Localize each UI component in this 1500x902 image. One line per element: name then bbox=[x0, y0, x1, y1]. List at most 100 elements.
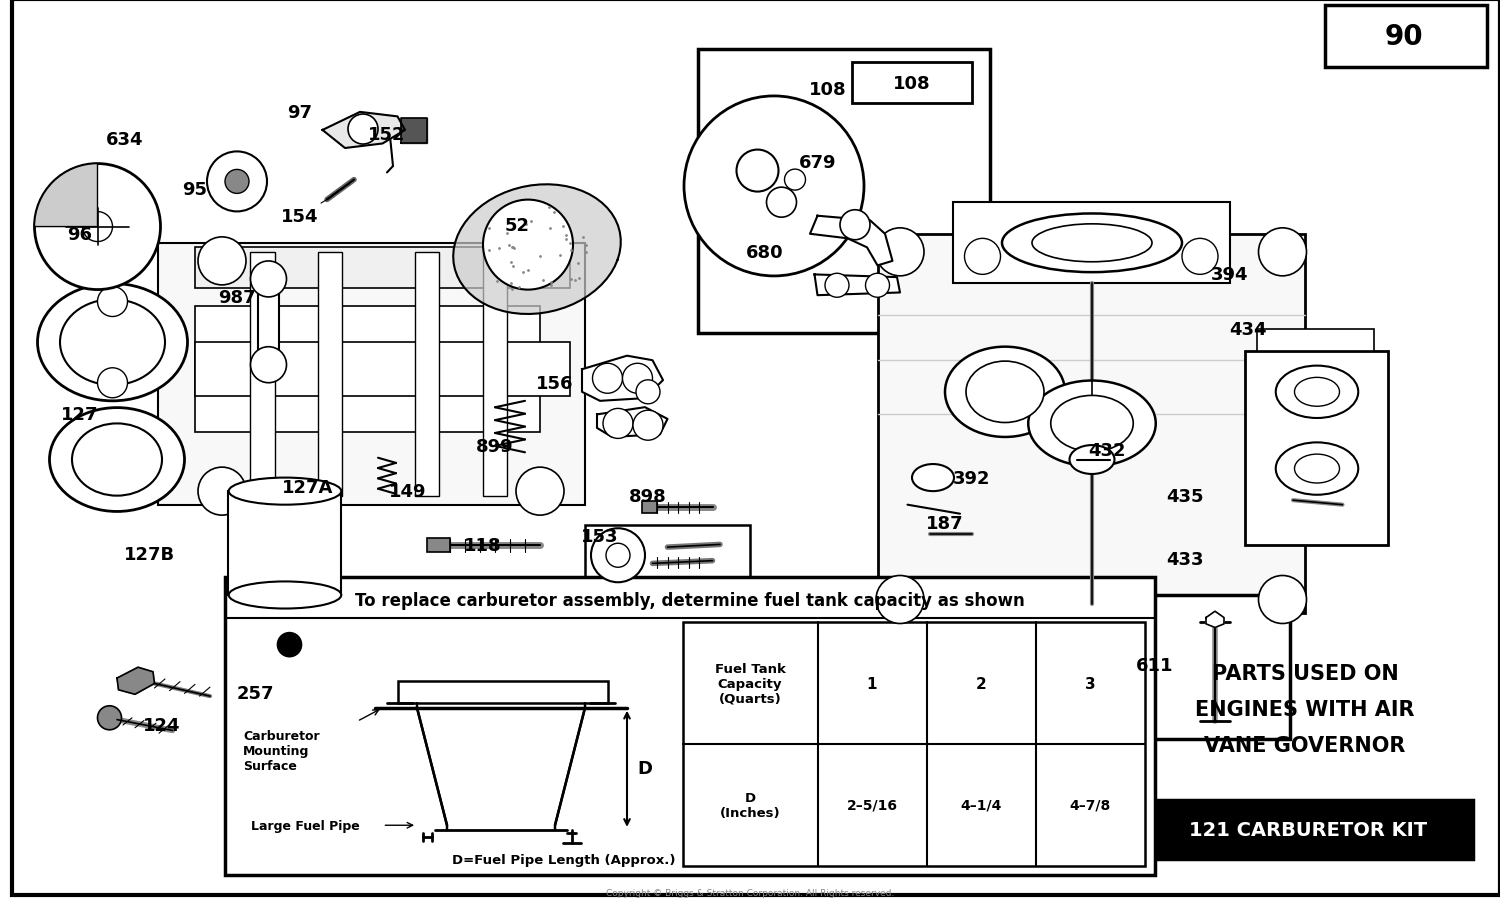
Bar bbox=[318, 253, 342, 496]
Text: 394: 394 bbox=[1212, 266, 1248, 284]
Text: D: D bbox=[638, 759, 652, 778]
Bar bbox=[251, 253, 274, 496]
Circle shape bbox=[251, 347, 286, 383]
Circle shape bbox=[516, 467, 564, 516]
Text: 987: 987 bbox=[217, 289, 256, 307]
Text: 679: 679 bbox=[800, 153, 837, 171]
Ellipse shape bbox=[72, 424, 162, 496]
Text: Carburetor
Mounting
Surface: Carburetor Mounting Surface bbox=[243, 729, 320, 772]
Text: 108: 108 bbox=[808, 81, 847, 99]
Bar bbox=[398, 681, 608, 704]
Ellipse shape bbox=[38, 284, 188, 401]
Polygon shape bbox=[400, 119, 427, 144]
Bar bbox=[427, 538, 450, 552]
Circle shape bbox=[251, 262, 286, 298]
Text: 152: 152 bbox=[369, 126, 405, 144]
Text: 52: 52 bbox=[506, 216, 530, 235]
Bar bbox=[642, 502, 657, 513]
Bar bbox=[878, 235, 1305, 613]
Circle shape bbox=[1182, 239, 1218, 275]
Ellipse shape bbox=[228, 582, 340, 609]
Circle shape bbox=[348, 115, 378, 145]
Text: 96: 96 bbox=[68, 226, 92, 244]
Bar bbox=[1140, 595, 1290, 740]
Circle shape bbox=[865, 274, 889, 298]
Text: 3: 3 bbox=[1084, 676, 1095, 691]
Wedge shape bbox=[34, 164, 98, 227]
Polygon shape bbox=[117, 667, 154, 695]
Bar bbox=[852, 63, 972, 104]
Ellipse shape bbox=[1275, 443, 1359, 495]
Text: Fuel Tank
Capacity
(Quarts): Fuel Tank Capacity (Quarts) bbox=[714, 662, 786, 704]
Bar bbox=[228, 492, 340, 595]
Polygon shape bbox=[810, 216, 892, 266]
Ellipse shape bbox=[1294, 378, 1340, 407]
Circle shape bbox=[225, 170, 249, 194]
Circle shape bbox=[98, 706, 122, 730]
Text: 118: 118 bbox=[464, 537, 503, 555]
Text: 899: 899 bbox=[476, 437, 514, 456]
Bar bbox=[158, 244, 585, 505]
Text: 392: 392 bbox=[954, 469, 990, 487]
Text: 149: 149 bbox=[390, 483, 427, 501]
Bar bbox=[195, 343, 570, 397]
Text: 90: 90 bbox=[1384, 23, 1423, 51]
Ellipse shape bbox=[1029, 381, 1155, 467]
Text: 127: 127 bbox=[60, 406, 99, 424]
Text: D
(Inches): D (Inches) bbox=[720, 791, 780, 819]
Circle shape bbox=[622, 364, 652, 394]
Text: 1: 1 bbox=[867, 676, 877, 691]
Ellipse shape bbox=[966, 362, 1044, 423]
Circle shape bbox=[98, 287, 128, 318]
Text: 187: 187 bbox=[926, 514, 964, 532]
Text: 433: 433 bbox=[1167, 550, 1203, 568]
Ellipse shape bbox=[50, 409, 184, 512]
Text: Large Fuel Pipe: Large Fuel Pipe bbox=[251, 819, 360, 832]
Text: 108: 108 bbox=[892, 75, 932, 93]
Bar bbox=[1143, 800, 1473, 859]
Bar bbox=[258, 284, 279, 361]
Text: 127A: 127A bbox=[282, 478, 333, 496]
Circle shape bbox=[606, 544, 630, 567]
Circle shape bbox=[766, 188, 796, 218]
Text: 95: 95 bbox=[183, 180, 207, 198]
Text: Copyright © Briggs & Stratton Corporation. All Rights reserved.: Copyright © Briggs & Stratton Corporatio… bbox=[606, 888, 894, 897]
Polygon shape bbox=[1206, 612, 1224, 628]
Text: PARTS USED ON: PARTS USED ON bbox=[1212, 663, 1398, 683]
Text: 2–5/16: 2–5/16 bbox=[846, 798, 897, 812]
Ellipse shape bbox=[60, 299, 165, 386]
Circle shape bbox=[736, 151, 778, 192]
Text: 4–7/8: 4–7/8 bbox=[1070, 798, 1110, 812]
Bar bbox=[1324, 6, 1486, 68]
Text: 127B: 127B bbox=[124, 546, 176, 564]
Bar bbox=[698, 50, 990, 334]
Circle shape bbox=[1258, 228, 1306, 277]
Text: 257: 257 bbox=[237, 684, 273, 702]
Bar bbox=[416, 253, 440, 496]
Circle shape bbox=[784, 170, 806, 191]
Bar bbox=[952, 203, 1230, 284]
Circle shape bbox=[198, 467, 246, 516]
Circle shape bbox=[98, 368, 128, 399]
Bar bbox=[195, 307, 540, 433]
Text: 435: 435 bbox=[1167, 487, 1203, 505]
Text: 4–1/4: 4–1/4 bbox=[960, 798, 1002, 812]
Text: 121 CARBURETOR KIT: 121 CARBURETOR KIT bbox=[1190, 820, 1426, 840]
Text: 2: 2 bbox=[975, 676, 987, 691]
Text: 156: 156 bbox=[537, 374, 573, 392]
Circle shape bbox=[592, 364, 622, 394]
Circle shape bbox=[207, 152, 267, 212]
Bar bbox=[483, 253, 507, 496]
Text: 634: 634 bbox=[105, 131, 144, 149]
Bar bbox=[682, 622, 1144, 866]
Ellipse shape bbox=[1050, 396, 1134, 452]
Text: To replace carburetor assembly, determine fuel tank capacity as shown: To replace carburetor assembly, determin… bbox=[356, 592, 1024, 610]
Circle shape bbox=[633, 410, 663, 441]
Ellipse shape bbox=[1032, 225, 1152, 262]
Text: 154: 154 bbox=[282, 207, 318, 226]
Text: 97: 97 bbox=[288, 104, 312, 122]
Bar bbox=[195, 248, 570, 289]
Ellipse shape bbox=[1275, 366, 1359, 419]
Bar bbox=[1245, 352, 1388, 546]
Text: 434: 434 bbox=[1230, 320, 1266, 338]
